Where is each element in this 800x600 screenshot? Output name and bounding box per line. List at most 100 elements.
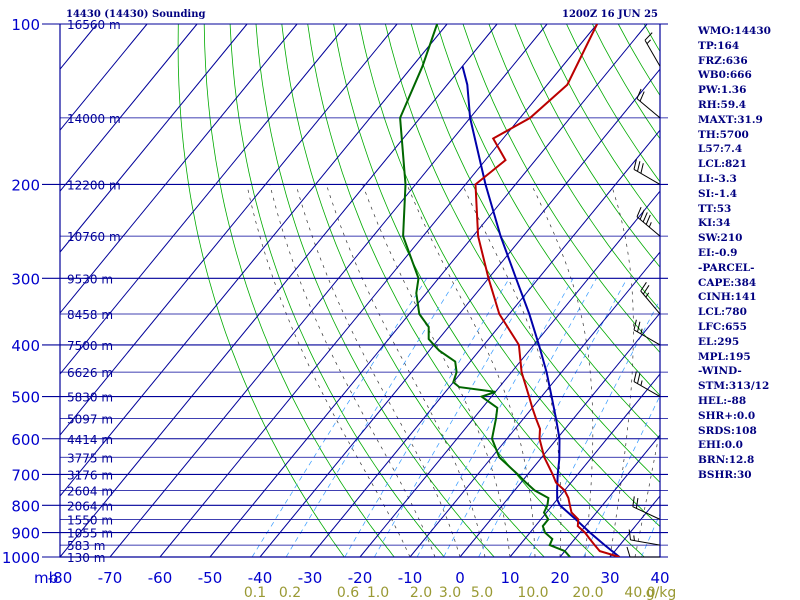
mixing-ratio-label: 20.0 [572,585,603,600]
sounding-index: WB0:666 [698,69,752,82]
wind-barb [633,159,661,185]
station-title: 14430 (14430) Sounding [66,9,206,20]
wind-barb-flag [640,328,643,335]
wind-barb-flag [633,371,637,382]
dry-adiabat [203,24,395,557]
x-axis-label: mb [34,569,58,587]
mixing-ratio-line [374,278,536,557]
moist-adiabat [269,184,436,557]
moist-adiabat [531,184,594,557]
wind-barb-flag [633,319,637,331]
sounding-index: EL:295 [698,335,740,348]
isotherm--20 [359,190,661,558]
isotherm-10 [509,373,661,558]
wind-barb [644,32,661,67]
wind-barb-flag [640,380,643,386]
sounding-index: BRN:12.8 [698,454,755,467]
sounding-index: TH:5700 [698,128,749,141]
sounding-index: RH:59.4 [698,98,747,111]
wind-barb-shaft [640,290,661,315]
temperature-trace [474,24,620,557]
temperature-tick-label: -40 [248,569,273,587]
mixing-ratio-label: 1.0 [367,585,389,600]
wind-barb-flag [640,282,647,292]
pressure-tick-label: 100 [11,16,40,34]
mixing-ratio-line [641,512,660,557]
wind-barb-flag [645,292,650,298]
pressure-tick-label: 900 [11,525,40,543]
isotherm--120 [59,23,298,314]
temperature-tick-label: -20 [348,569,373,587]
sounding-index: LCL:821 [698,158,747,171]
height-label: 1550 m [67,513,113,527]
height-label: 4414 m [67,433,113,447]
sounding-index: STM:313/12 [698,380,770,393]
wind-barb-flag [635,498,639,509]
wind-barb-flag [636,88,642,99]
temperature-tick-label: 30 [600,569,619,587]
isotherm--80 [59,23,498,558]
isotherm-20 [559,434,661,558]
mixing-ratio-label: 0.1 [244,585,266,600]
temperature-tick-label: -70 [98,569,123,587]
wind-barb [633,319,661,346]
pressure-tick-label: 600 [11,431,40,449]
wind-barb [636,207,661,237]
mixing-ratio-line [344,278,510,557]
wind-barb-shaft [644,39,661,67]
mixing-ratio-label: 10.0 [517,585,548,600]
moist-adiabat [246,184,411,557]
height-label: 5830 m [67,391,113,405]
moist-adiabat [295,184,461,557]
height-label: 10760 m [67,230,121,244]
sounding-index: HEL:-88 [698,394,747,407]
sounding-index: TT:53 [698,202,732,215]
height-label: 9530 m [67,272,113,286]
moist-adiabat [461,184,562,557]
wind-barb-flag [636,207,642,217]
wind-barb-flag [633,159,637,170]
temperature-tick-label: 0 [455,569,465,587]
dry-adiabat [385,24,660,483]
wind-barb-flag [632,496,635,507]
isotherm--150 [59,23,148,131]
moist-adiabat [362,184,511,557]
wind-barb-shaft [632,506,661,520]
isotherm--40 [259,68,661,558]
wind-barb-flag [645,214,651,225]
height-label: 3775 m [67,451,113,465]
sounding-index: CAPE:384 [698,276,757,289]
wind-barb-shaft [633,329,661,346]
moist-adiabat [406,184,536,557]
isotherm--130 [59,23,248,253]
height-label: 5097 m [67,413,113,427]
temperature-tick-label: -10 [398,569,423,587]
temperature-tick-label: 10 [500,569,519,587]
wind-barb-flag [640,163,644,174]
height-label: 12200 m [67,178,121,192]
wind-barb-flag [642,285,650,295]
sounding-index: MPL:195 [698,350,751,363]
isotherm--90 [59,23,448,497]
sounding-index: SI:-1.4 [698,187,737,200]
isotherm--60 [159,23,598,558]
height-label: 2064 m [67,499,113,513]
wind-barb-shaft [633,381,661,397]
wind-barb-shaft [630,539,661,546]
isotherm--10 [409,251,661,558]
temperature-tick-label: -50 [198,569,223,587]
isotherm--70 [109,23,548,558]
isotherm--160 [59,23,98,70]
sounding-index: KI:34 [698,217,731,230]
sounding-index: BSHR:30 [698,468,752,481]
sounding-index: MAXT:31.9 [698,113,763,126]
wind-barb-shaft [633,168,661,185]
moist-adiabat [609,184,634,557]
wind-barb-flag [637,321,641,333]
wind-barb-flag [637,373,641,384]
dewpoint-trace [399,24,571,557]
plot-frame [59,24,661,558]
height-label: 3176 m [67,468,113,482]
sounding-index: SHR+:0.0 [698,409,756,422]
